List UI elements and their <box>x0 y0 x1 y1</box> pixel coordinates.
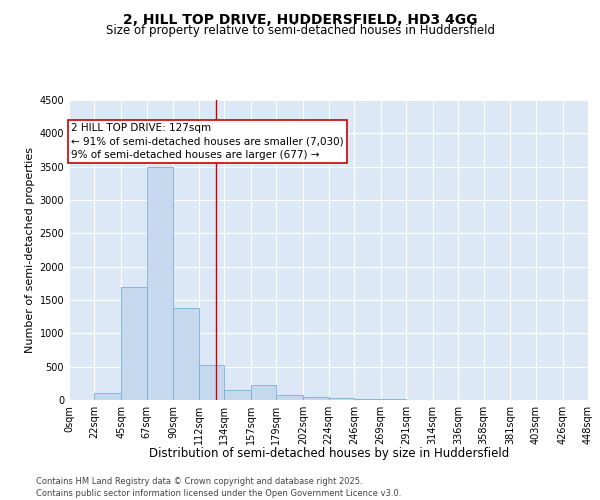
Text: Size of property relative to semi-detached houses in Huddersfield: Size of property relative to semi-detach… <box>106 24 494 37</box>
Bar <box>303 396 329 400</box>
Bar <box>146 166 173 400</box>
Bar <box>199 366 224 400</box>
Y-axis label: Number of semi-detached properties: Number of semi-detached properties <box>25 147 35 353</box>
Bar <box>173 308 199 400</box>
Bar <box>224 390 251 400</box>
Bar <box>329 398 354 400</box>
Text: Distribution of semi-detached houses by size in Huddersfield: Distribution of semi-detached houses by … <box>149 448 509 460</box>
Text: 2 HILL TOP DRIVE: 127sqm
← 91% of semi-detached houses are smaller (7,030)
9% of: 2 HILL TOP DRIVE: 127sqm ← 91% of semi-d… <box>71 124 344 160</box>
Text: Contains HM Land Registry data © Crown copyright and database right 2025.
Contai: Contains HM Land Registry data © Crown c… <box>36 476 401 498</box>
Text: 2, HILL TOP DRIVE, HUDDERSFIELD, HD3 4GG: 2, HILL TOP DRIVE, HUDDERSFIELD, HD3 4GG <box>123 12 477 26</box>
Bar <box>251 386 277 400</box>
Bar <box>277 396 303 400</box>
Bar <box>94 394 121 400</box>
Bar <box>121 286 146 400</box>
